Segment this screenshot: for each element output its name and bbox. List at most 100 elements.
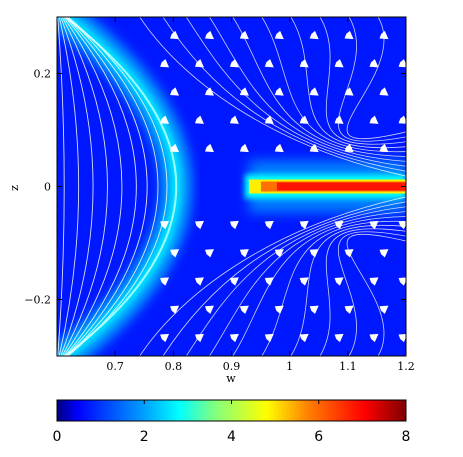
vector-arrow [398, 220, 406, 230]
vector-arrow [264, 115, 274, 124]
vector-arrow [344, 30, 354, 40]
vector-arrow [229, 115, 239, 124]
vector-arrow [299, 333, 309, 343]
vector-arrow [204, 87, 214, 96]
x-axis: 0.7 0.8 0.9 1 1.1 1.2 [106, 17, 415, 373]
arc-band-crest [63, 17, 178, 356]
vector-arrow [309, 249, 319, 258]
vector-arrow [170, 249, 180, 258]
open-streamline-upper [232, 17, 406, 157]
vector-arrow [160, 59, 170, 68]
vector-arrow [239, 249, 249, 258]
open-streamline-lower [319, 228, 406, 356]
vector-arrow [398, 277, 406, 286]
vector-arrow [229, 59, 239, 68]
vector-arrow [299, 59, 309, 68]
vector-arrow [369, 59, 379, 68]
vector-arrow [334, 277, 344, 286]
vector-arrow [170, 305, 180, 314]
y-tick-label: −0.2 [24, 294, 51, 307]
y-axis-label: z [8, 185, 21, 191]
x-tick-label: 1.1 [339, 360, 357, 373]
vector-arrow [398, 333, 406, 343]
plot-area [56, 16, 418, 357]
vector-arrow [409, 144, 418, 152]
y-axis: −0.2 0 0.2 [24, 68, 406, 307]
open-streamline-lower [209, 211, 406, 356]
vector-arrow [160, 277, 170, 286]
vector-arrow [409, 249, 418, 257]
open-streamline-lower [139, 196, 406, 356]
vector-arrow [409, 87, 418, 95]
open-streamline-lower [290, 224, 406, 356]
vector-arrow [194, 333, 204, 343]
open-streamline-upper [185, 17, 406, 167]
x-tick-label: 0.9 [223, 360, 241, 373]
vector-arrow [264, 59, 274, 68]
vector-layer [160, 30, 418, 343]
vector-arrow [239, 305, 249, 314]
vector-arrow [309, 87, 319, 96]
open-streamline-lower [261, 221, 406, 356]
vector-arrow [369, 115, 379, 124]
vector-arrow [334, 115, 344, 124]
vector-arrow [409, 31, 418, 39]
colorbar-ticks: 0 2 4 6 8 [53, 400, 411, 445]
open-streamline-lower [185, 206, 406, 356]
open-streamline-lower [346, 233, 406, 356]
vector-arrow [398, 115, 406, 124]
vector-arrow [194, 220, 204, 230]
open-streamline-lower [337, 231, 406, 356]
vector-arrow [379, 87, 389, 96]
vector-arrow [229, 333, 239, 343]
vector-arrow [369, 277, 379, 286]
vector-arrow [170, 30, 180, 40]
colorbar-tick-label: 6 [314, 429, 323, 445]
vector-arrow [229, 277, 239, 286]
vector-arrow [344, 305, 354, 314]
vector-arrow [309, 143, 319, 153]
closed-streamline [57, 17, 65, 356]
vector-arrow [344, 143, 354, 153]
closed-streamline [66, 17, 159, 356]
open-streamline-upper [337, 17, 406, 142]
x-tick-label: 0.7 [106, 360, 124, 373]
vector-arrow [334, 333, 344, 343]
vector-arrow [274, 305, 284, 314]
colorbar-tick-label: 8 [402, 429, 411, 445]
x-tick-label: 1 [286, 360, 293, 373]
vector-arrow [194, 115, 204, 124]
closed-streamline [63, 17, 123, 356]
open-streamline-lower [162, 201, 406, 356]
vector-arrow [194, 59, 204, 68]
colorbar-tick-label: 4 [227, 429, 236, 445]
y-tick-label: 0.2 [34, 68, 52, 81]
vector-arrow [264, 220, 274, 230]
open-streamline-lower [232, 216, 406, 356]
vector-arrow [264, 333, 274, 343]
vector-arrow [274, 249, 284, 258]
open-streamline-upper [209, 17, 406, 162]
vector-arrow [344, 87, 354, 96]
vector-arrow [274, 30, 284, 40]
vector-arrow [369, 220, 379, 230]
open-streamline-upper [319, 17, 406, 145]
x-tick-label: 0.8 [165, 360, 183, 373]
open-streamline-upper [346, 17, 406, 140]
vector-arrow [274, 87, 284, 96]
heatmap-layer [57, 17, 406, 356]
vector-arrow [309, 30, 319, 40]
vector-arrow [309, 305, 319, 314]
vector-arrow [299, 277, 309, 286]
vector-arrow [299, 115, 309, 124]
sheet-red [276, 182, 406, 191]
vector-arrow [204, 249, 214, 258]
closed-streamline [64, 17, 137, 356]
colorbar-tick-label: 0 [53, 429, 62, 445]
x-axis-label: w [226, 372, 236, 385]
closed-streamline [60, 17, 94, 356]
vector-arrow [379, 143, 389, 153]
open-streamline-upper [162, 17, 406, 172]
y-tick-label: 0 [44, 181, 51, 194]
